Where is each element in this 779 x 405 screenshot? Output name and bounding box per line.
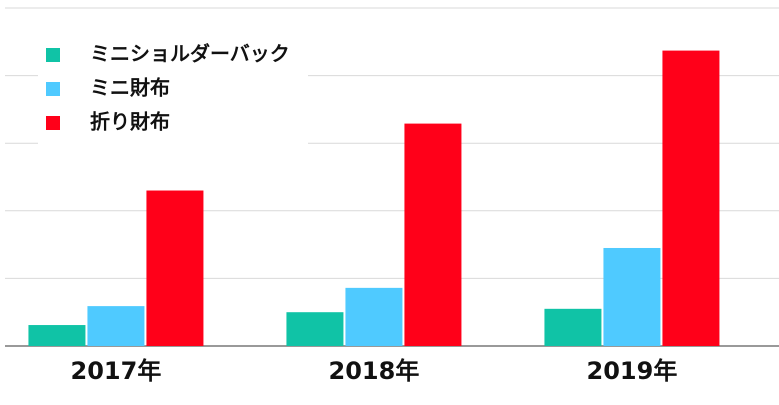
bar xyxy=(286,312,344,346)
x-tick-label: 2017年 xyxy=(71,357,162,385)
legend-label: ミニ財布 xyxy=(90,76,170,100)
bar xyxy=(87,306,145,346)
legend-swatch xyxy=(46,116,60,130)
bar xyxy=(146,190,204,346)
legend-box xyxy=(38,36,308,144)
bar xyxy=(404,123,462,346)
legend-label: ミニショルダーバック xyxy=(90,42,290,66)
bar xyxy=(662,50,720,346)
legend-label: 折り財布 xyxy=(90,110,170,134)
bar xyxy=(345,287,403,346)
legend-swatch xyxy=(46,82,60,96)
bar xyxy=(544,308,602,346)
legend-swatch xyxy=(46,48,60,62)
x-tick-label: 2019年 xyxy=(587,357,678,385)
bar xyxy=(28,325,86,346)
x-tick-label: 2018年 xyxy=(329,357,420,385)
bar xyxy=(603,247,661,346)
